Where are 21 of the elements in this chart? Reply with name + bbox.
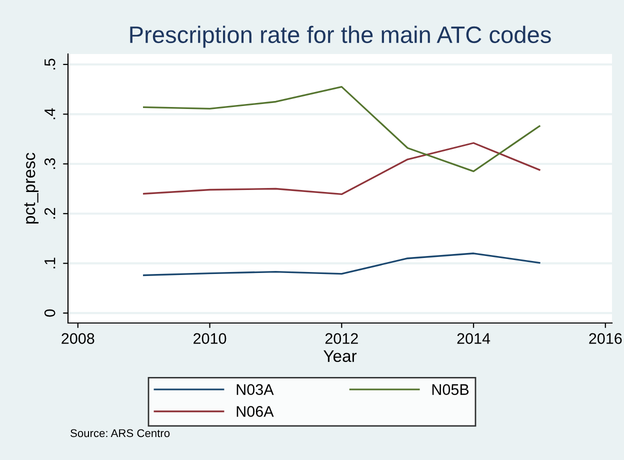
line-series <box>142 252 540 276</box>
y-tick-label: .3 <box>44 158 56 169</box>
source-note: Source: ARS Centro <box>70 429 170 438</box>
x-tick-label: 2008 <box>62 333 94 344</box>
x-tick-label: 2016 <box>589 333 622 344</box>
y-tick-label: .5 <box>44 58 56 70</box>
legend-label: N05B <box>432 384 469 395</box>
y-tick-label: .2 <box>44 208 56 219</box>
y-tick-label: 0 <box>44 309 56 317</box>
legend-label: N03A <box>236 384 274 395</box>
y-tick-label: .1 <box>44 258 56 268</box>
x-tick-label: 2010 <box>194 333 226 344</box>
y-tick-label: .4 <box>44 108 56 120</box>
line-series <box>142 142 540 196</box>
x-axis-title: Year <box>324 350 357 362</box>
y-axis-title: pct_presc <box>24 152 38 224</box>
x-tick-label: 2012 <box>325 333 358 344</box>
legend-label: N06A <box>236 406 274 417</box>
x-tick-label: 2014 <box>457 333 490 344</box>
line-series <box>142 86 540 172</box>
chart-title: Prescription rate for the main ATC codes <box>130 26 551 48</box>
